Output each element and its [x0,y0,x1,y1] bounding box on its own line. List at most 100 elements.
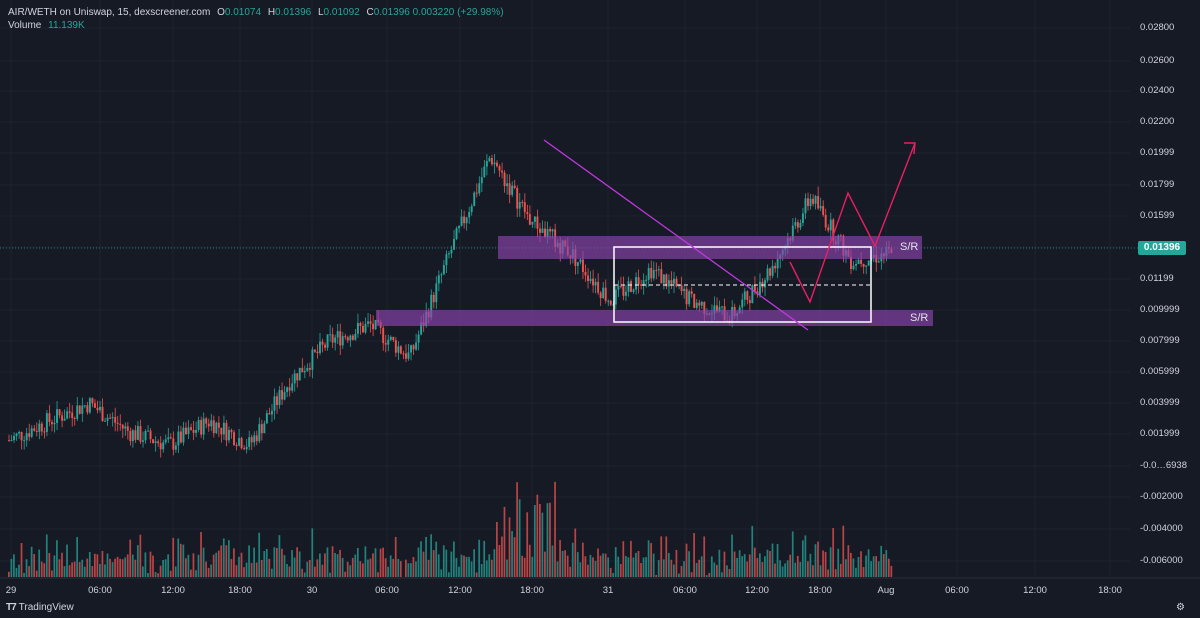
volume-bar [844,559,847,577]
volume-bar [678,573,680,577]
candle-body [364,323,367,333]
volume-bar [412,557,415,577]
volume-bar [683,561,685,577]
volume-bar [56,540,58,577]
volume-bar [185,558,187,577]
candle-body [809,198,812,207]
volume-bar [812,565,814,577]
volume-bar [645,557,647,577]
volume-bar [769,551,771,577]
candle-body [238,438,241,446]
volume-bar [764,556,766,577]
candle-body [392,336,395,341]
candle-body [435,283,438,303]
candle-body [678,285,680,287]
volume-bar [774,563,776,577]
volume-bar [713,562,716,577]
candle-body [367,321,369,324]
candle-body [877,261,880,263]
candle-body [430,294,433,318]
volume-bar [680,566,683,577]
volume-label[interactable]: Volume [8,20,42,31]
time-tick-label: Aug [877,585,895,596]
volume-bar [726,565,728,577]
volume-bar [124,557,127,577]
candle-body [741,299,744,308]
candle-body [225,422,228,441]
volume-bar [796,555,799,577]
candle-body [210,420,213,427]
candle-body [839,235,842,237]
volume-bar [602,553,604,577]
symbol-title[interactable]: AIR/WETH on Uniswap, 15, dexscreener.com [8,7,211,18]
candle-body [609,300,612,305]
candle-body [599,292,602,299]
candle-body [260,424,263,434]
candle-body [167,437,170,440]
volume-bar [776,543,779,577]
time-tick-label: 12:00 [745,585,769,596]
candle-body [769,268,772,276]
volume-bar [455,558,458,577]
volume-bar [445,549,448,577]
candle-body [862,263,865,267]
volume-bar [743,554,746,577]
volume-bar [673,564,675,577]
candle-body [607,300,610,302]
volume-bar [119,558,121,577]
candle-body [617,286,620,290]
volume-bar [665,536,668,577]
candle-body [642,280,645,286]
volume-bar [207,567,210,577]
candle-body [822,206,825,215]
volume-bar [432,550,435,577]
candle-body [349,335,352,341]
close-label: C [366,7,374,18]
volume-bar [850,552,852,577]
candle-body [248,437,251,447]
volume-bar [86,558,89,577]
volume-bar [227,540,230,577]
candle-body [407,352,410,359]
candle-body [202,418,205,435]
volume-bar [599,555,602,577]
volume-bar [311,528,314,577]
candle-body [766,268,769,281]
settings-icon[interactable]: ⚙ [1176,602,1185,613]
volume-bar [341,557,344,577]
volume-bar [860,551,862,577]
candle-body [116,422,119,424]
volume-bar [440,569,443,577]
change-value: 0.003220 (+29.98%) [412,7,504,18]
candle-body [445,254,448,266]
candle-body [200,420,203,435]
time-tick-label: 18:00 [808,585,832,596]
volume-bar [389,555,392,577]
volume-bar [493,549,496,577]
volume-bar [496,521,498,577]
volume-bar [761,561,764,577]
candle-body [344,336,347,338]
volume-bar [751,525,754,577]
tradingview-watermark[interactable]: T7 TradingView [6,602,74,613]
time-tick-label: 12:00 [161,585,185,596]
volume-bar [581,542,584,577]
volume-bar [842,525,845,577]
volume-bar [670,559,673,577]
volume-bar [597,548,599,577]
candle-body [243,448,246,450]
volume-bar [61,552,63,577]
volume-bar [875,556,878,577]
candle-body [326,334,329,348]
candle-body [412,345,415,350]
candle-body [187,427,190,434]
volume-bar [521,555,524,577]
candle-body [265,413,268,424]
candle-body [829,219,832,231]
candle-body [475,192,478,194]
candle-body [804,198,807,214]
volume-bar [174,566,177,577]
candle-body [76,405,79,419]
volume-bar [635,552,637,577]
